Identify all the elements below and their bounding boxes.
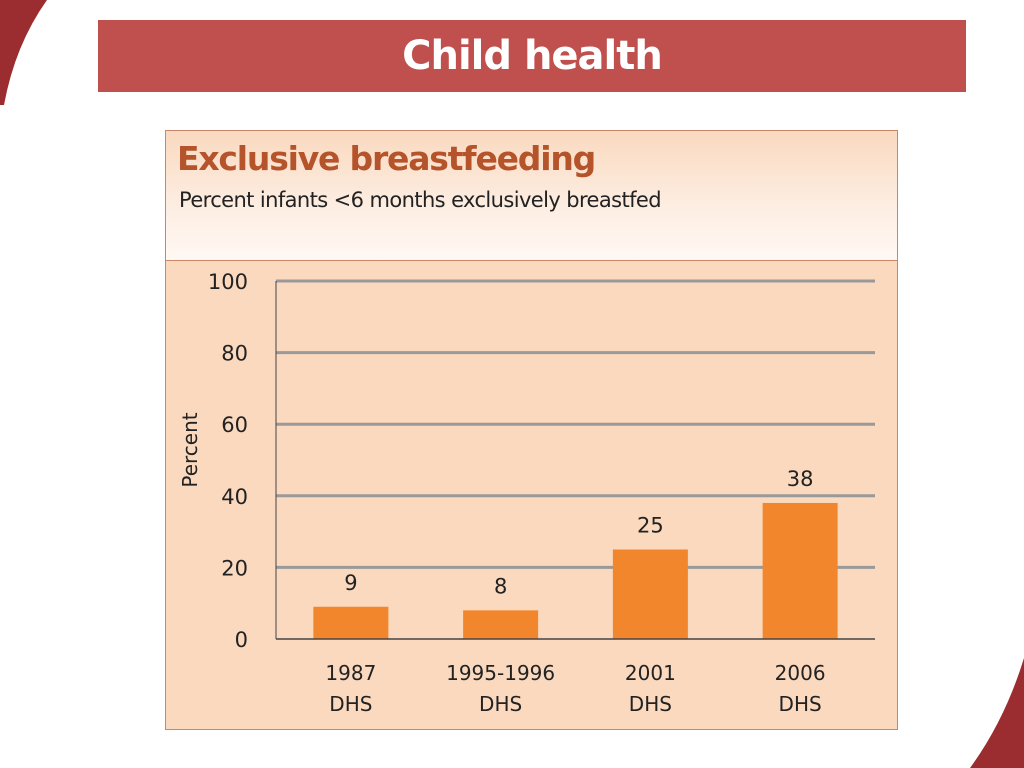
chart-panel: Exclusive breastfeeding Percent infants … <box>165 130 898 730</box>
x-tick-label: 1995-1996 <box>446 661 555 685</box>
y-tick-label: 0 <box>235 628 248 652</box>
y-tick-label: 20 <box>221 556 248 580</box>
slide-title: Child health <box>402 33 663 79</box>
y-tick-label: 100 <box>208 270 248 294</box>
x-tick-label: DHS <box>479 692 522 716</box>
x-tick-label: 1987 <box>325 661 376 685</box>
labels: 0 20 40 60 80 100 9 1987 DHS 8 1995-1996 DHS 25 2001 D… <box>178 270 826 716</box>
y-tick-label: 40 <box>221 485 248 509</box>
slide-title-bar: Child health <box>98 20 966 92</box>
bars <box>313 502 838 639</box>
data-label: 9 <box>344 571 357 595</box>
bar <box>612 549 688 639</box>
x-tick-label: 2006 <box>775 661 826 685</box>
bar <box>313 606 389 639</box>
x-tick-label: DHS <box>779 692 822 716</box>
data-label: 8 <box>494 574 507 598</box>
axes <box>275 281 875 640</box>
bar <box>463 610 539 639</box>
y-tick-label: 80 <box>221 342 248 366</box>
data-label: 25 <box>637 514 664 538</box>
y-axis-label: Percent <box>178 412 202 487</box>
bar-chart: 0 20 40 60 80 100 9 1987 DHS 8 1995-1996 DHS 25 2001 D… <box>178 270 875 716</box>
x-tick-label: DHS <box>329 692 372 716</box>
data-label: 38 <box>787 467 814 491</box>
bottom-right-swoosh-decoration <box>970 658 1024 768</box>
x-tick-label: DHS <box>629 692 672 716</box>
top-left-swoosh-decoration <box>0 0 47 105</box>
chart-subtitle: Percent infants <6 months exclusively br… <box>179 188 662 212</box>
y-tick-label: 60 <box>221 413 248 437</box>
bar <box>762 502 838 639</box>
chart-header: Exclusive breastfeeding Percent infants … <box>166 131 897 261</box>
x-tick-label: 2001 <box>625 661 676 685</box>
chart-title: Exclusive breastfeeding <box>177 139 596 178</box>
